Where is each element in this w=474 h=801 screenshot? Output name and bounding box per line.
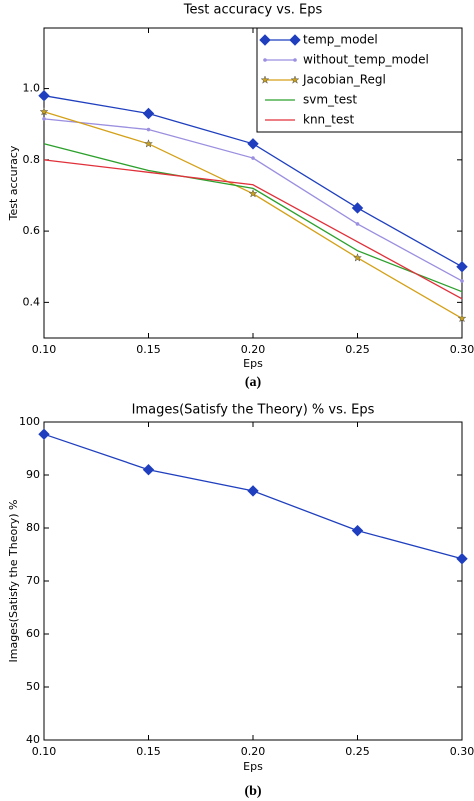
marker (248, 188, 258, 198)
marker (289, 34, 301, 46)
x-tick-label: 0.25 (345, 745, 370, 758)
y-tick-label: 60 (26, 627, 40, 640)
y-tick-label: 90 (26, 468, 40, 481)
marker (351, 524, 364, 537)
chart-title: Images(Satisfy the Theory) % vs. Eps (132, 403, 375, 418)
y-tick-label: 1.0 (23, 82, 41, 95)
y-axis-label: Images(Satisfy the Theory) % (7, 500, 20, 663)
x-tick-label: 0.30 (450, 745, 474, 758)
x-tick-label: 0.30 (450, 343, 474, 356)
x-tick-label: 0.10 (32, 745, 57, 758)
marker (259, 34, 271, 46)
y-tick-label: 100 (19, 415, 40, 428)
marker (38, 428, 50, 440)
y-tick-label: 0.4 (23, 295, 41, 308)
series-line (43, 159, 463, 300)
marker (355, 222, 360, 226)
x-tick-label: 0.20 (241, 745, 266, 758)
legend-label: svm_test (303, 93, 357, 107)
marker (352, 253, 363, 262)
y-tick-label: 50 (26, 680, 40, 693)
marker (460, 279, 464, 283)
marker (263, 58, 267, 62)
marker (143, 139, 154, 148)
marker (351, 202, 364, 214)
marker (247, 138, 259, 150)
marker (456, 261, 468, 273)
y-tick-label: 0.8 (23, 153, 41, 166)
legend-label: temp_model (303, 33, 378, 47)
x-tick-label: 0.20 (241, 343, 266, 356)
x-tick-label: 0.15 (136, 745, 161, 758)
y-tick-label: 70 (26, 574, 40, 587)
x-tick-label: 0.25 (345, 343, 370, 356)
legend-label: knn_test (303, 113, 355, 127)
series-line (43, 143, 463, 293)
marker (38, 89, 50, 102)
marker (260, 75, 270, 84)
marker (456, 553, 468, 565)
y-tick-label: 80 (26, 521, 40, 534)
x-axis-label: Eps (243, 760, 263, 773)
x-tick-label: 0.10 (32, 343, 57, 356)
y-tick-label: 40 (26, 733, 40, 746)
legend-label: Jacobian_Regl (302, 73, 386, 87)
x-axis-label: Eps (243, 357, 263, 370)
marker (42, 117, 46, 121)
marker (457, 313, 467, 323)
plot-area (43, 421, 463, 741)
marker (146, 127, 151, 132)
y-tick-label: 0.6 (23, 224, 41, 237)
chart-title: Test accuracy vs. Eps (183, 3, 323, 18)
x-tick-label: 0.15 (136, 343, 161, 356)
y-axis-label: Test accuracy (7, 145, 20, 221)
marker (290, 75, 300, 84)
marker (247, 485, 259, 497)
caption: (a) (245, 375, 262, 390)
caption: (b) (244, 784, 261, 799)
marker (251, 156, 255, 160)
marker (39, 106, 49, 116)
legend-label: without_temp_model (303, 53, 429, 67)
marker (142, 463, 155, 476)
marker (293, 58, 297, 62)
marker (142, 107, 155, 120)
